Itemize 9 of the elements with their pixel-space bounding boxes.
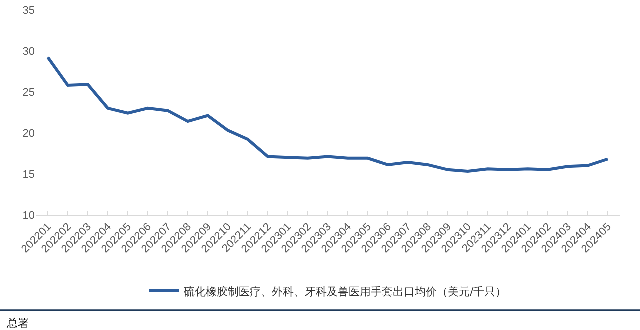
line-series	[46, 56, 610, 174]
y-tick-label: 30	[22, 46, 35, 58]
y-tick-label: 20	[22, 128, 35, 140]
y-tick-label: 10	[22, 210, 35, 222]
text: 总署	[6, 317, 29, 330]
legend-label: 硫化橡胶制医疗、外科、牙科及兽医用手套出口均价（美元/千只）	[184, 285, 507, 298]
y-tick-label: 35	[22, 4, 35, 17]
y-tick-label: 15	[22, 168, 35, 181]
y-tick-label: 25	[22, 86, 35, 99]
